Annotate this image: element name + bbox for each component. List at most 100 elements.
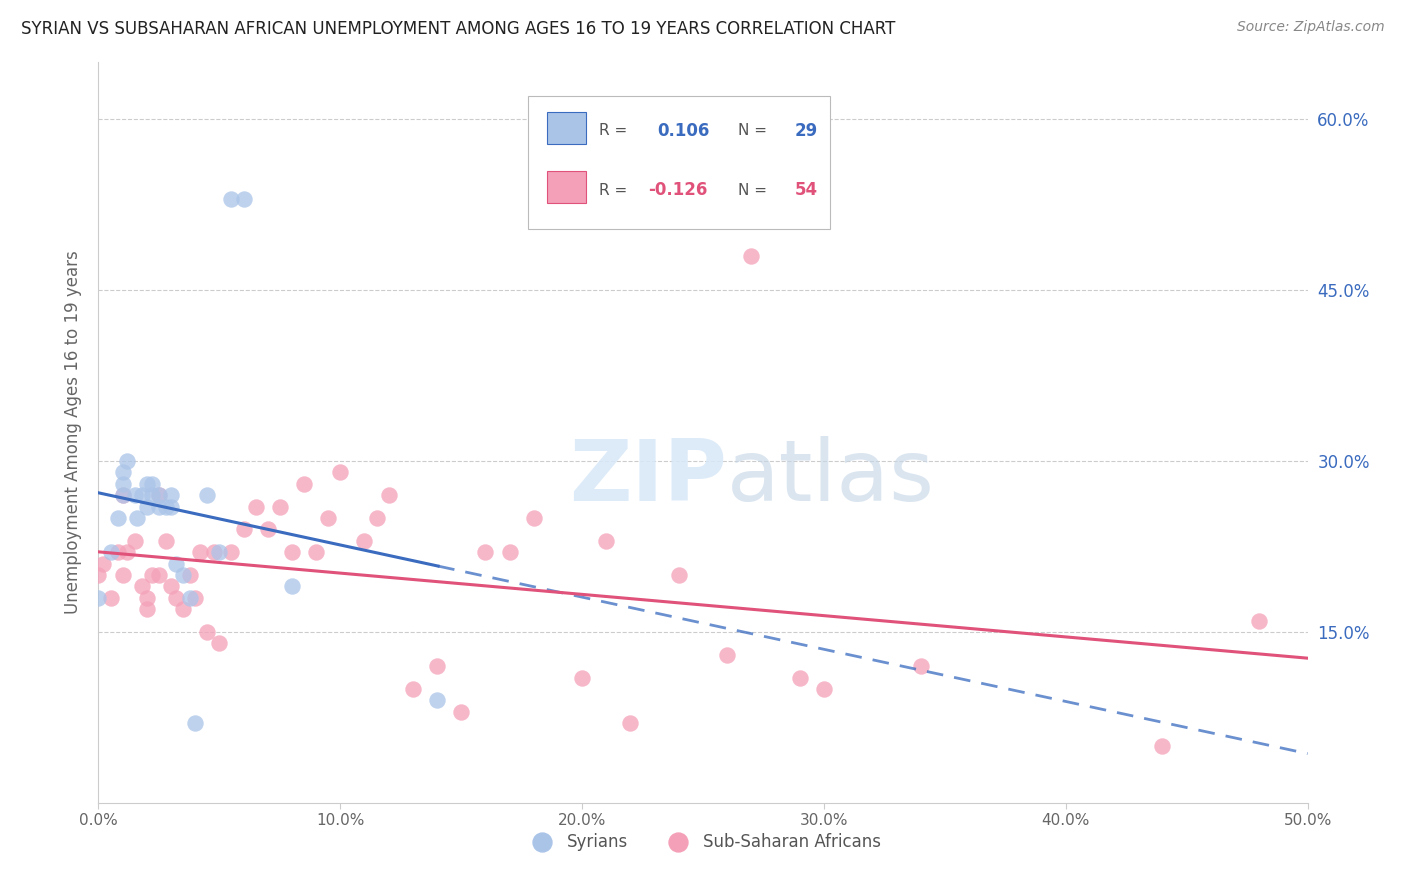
Point bbox=[269, 500, 291, 514]
Point bbox=[135, 591, 157, 605]
Point bbox=[245, 500, 267, 514]
Point bbox=[87, 591, 110, 605]
Point bbox=[165, 557, 187, 571]
Point bbox=[292, 476, 315, 491]
Point bbox=[740, 249, 762, 263]
Point bbox=[148, 568, 170, 582]
Point bbox=[195, 624, 218, 639]
Point bbox=[111, 488, 134, 502]
Point bbox=[232, 523, 254, 537]
Point bbox=[160, 488, 183, 502]
Text: R =: R = bbox=[599, 123, 627, 138]
Text: N =: N = bbox=[738, 183, 768, 198]
Point bbox=[141, 568, 163, 582]
Point bbox=[305, 545, 328, 559]
Point bbox=[353, 533, 375, 548]
Point bbox=[571, 671, 593, 685]
Point bbox=[316, 511, 339, 525]
Point bbox=[179, 591, 201, 605]
Point bbox=[135, 602, 157, 616]
Point bbox=[426, 659, 449, 673]
Point bbox=[141, 476, 163, 491]
Point bbox=[117, 454, 139, 468]
Point bbox=[716, 648, 738, 662]
Point bbox=[124, 533, 146, 548]
Point bbox=[131, 488, 153, 502]
Point bbox=[148, 488, 170, 502]
FancyBboxPatch shape bbox=[547, 171, 586, 203]
Point bbox=[789, 671, 811, 685]
Point bbox=[172, 602, 194, 616]
Point bbox=[155, 500, 177, 514]
Point bbox=[366, 511, 388, 525]
Point bbox=[204, 545, 226, 559]
Y-axis label: Unemployment Among Ages 16 to 19 years: Unemployment Among Ages 16 to 19 years bbox=[63, 251, 82, 615]
Text: 54: 54 bbox=[794, 181, 818, 199]
Point bbox=[107, 545, 129, 559]
Point bbox=[100, 545, 122, 559]
Point bbox=[127, 511, 149, 525]
Point bbox=[188, 545, 211, 559]
Point bbox=[111, 466, 134, 480]
Point bbox=[148, 500, 170, 514]
Point bbox=[450, 705, 472, 719]
Text: SYRIAN VS SUBSAHARAN AFRICAN UNEMPLOYMENT AMONG AGES 16 TO 19 YEARS CORRELATION : SYRIAN VS SUBSAHARAN AFRICAN UNEMPLOYMEN… bbox=[21, 20, 896, 37]
Point bbox=[474, 545, 496, 559]
Point bbox=[184, 591, 207, 605]
Point bbox=[124, 488, 146, 502]
Point bbox=[426, 693, 449, 707]
Point bbox=[221, 192, 243, 206]
Point bbox=[329, 466, 352, 480]
Text: 29: 29 bbox=[794, 122, 818, 140]
Point bbox=[111, 568, 134, 582]
Point bbox=[402, 681, 425, 696]
FancyBboxPatch shape bbox=[527, 95, 830, 229]
Point bbox=[595, 533, 617, 548]
Point bbox=[221, 545, 243, 559]
Point bbox=[208, 545, 231, 559]
Point bbox=[813, 681, 835, 696]
Point bbox=[1152, 739, 1174, 753]
Point bbox=[111, 488, 134, 502]
Point bbox=[111, 476, 134, 491]
FancyBboxPatch shape bbox=[547, 112, 586, 145]
Point bbox=[100, 591, 122, 605]
Point bbox=[910, 659, 932, 673]
Text: ZIP: ZIP bbox=[569, 435, 727, 518]
Point bbox=[172, 568, 194, 582]
Point bbox=[135, 476, 157, 491]
Point bbox=[107, 511, 129, 525]
Point bbox=[141, 488, 163, 502]
Point bbox=[117, 545, 139, 559]
Point bbox=[179, 568, 201, 582]
Legend: Syrians, Sub-Saharan Africans: Syrians, Sub-Saharan Africans bbox=[519, 826, 887, 857]
Text: Source: ZipAtlas.com: Source: ZipAtlas.com bbox=[1237, 20, 1385, 34]
Text: R =: R = bbox=[599, 183, 627, 198]
Point bbox=[256, 523, 278, 537]
Text: -0.126: -0.126 bbox=[648, 181, 709, 199]
Point bbox=[668, 568, 690, 582]
Point bbox=[195, 488, 218, 502]
Point bbox=[165, 591, 187, 605]
Point bbox=[619, 716, 641, 731]
Point bbox=[523, 511, 546, 525]
Point bbox=[184, 716, 207, 731]
Text: 0.106: 0.106 bbox=[657, 122, 710, 140]
Text: atlas: atlas bbox=[727, 435, 935, 518]
Point bbox=[281, 579, 304, 593]
Point bbox=[1249, 614, 1271, 628]
Point bbox=[148, 488, 170, 502]
Point bbox=[377, 488, 399, 502]
Point bbox=[131, 579, 153, 593]
Point bbox=[160, 579, 183, 593]
Point bbox=[91, 557, 114, 571]
Point bbox=[160, 500, 183, 514]
Text: N =: N = bbox=[738, 123, 768, 138]
Point bbox=[232, 192, 254, 206]
Point bbox=[87, 568, 110, 582]
Point bbox=[155, 533, 177, 548]
Point bbox=[135, 500, 157, 514]
Point bbox=[281, 545, 304, 559]
Point bbox=[498, 545, 520, 559]
Point bbox=[208, 636, 231, 650]
